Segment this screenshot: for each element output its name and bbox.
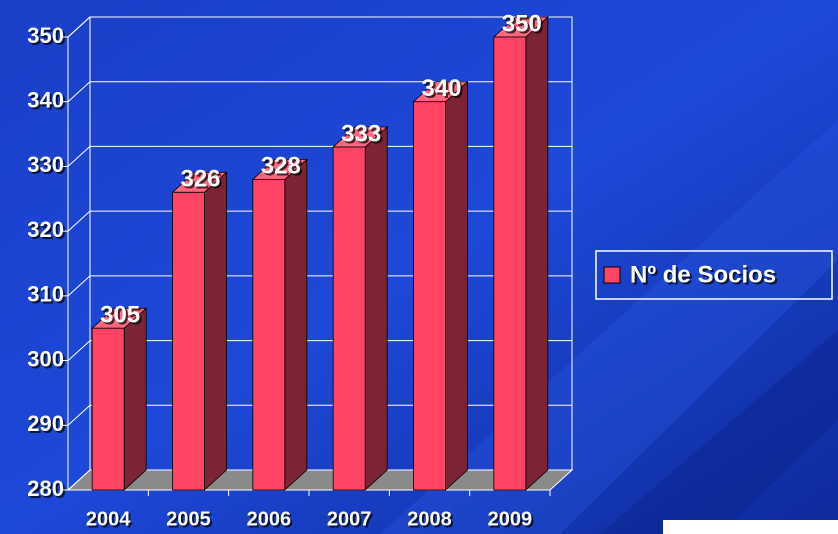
data-label: 340	[421, 75, 461, 102]
x-tick-label: 2008	[407, 508, 452, 530]
bar	[413, 101, 446, 491]
grid-line	[67, 146, 91, 167]
x-tick-label: 2009	[488, 508, 533, 530]
x-tick-label: 2004	[86, 508, 131, 530]
y-tick-label: 300	[27, 346, 64, 371]
bar-side	[284, 158, 308, 491]
bar	[252, 178, 286, 491]
y-tick-label: 280	[27, 476, 64, 501]
y-tick-label: 330	[27, 152, 64, 177]
bar	[91, 327, 125, 491]
bar-side	[525, 16, 549, 491]
blank-box	[663, 520, 838, 534]
legend-box	[595, 250, 833, 300]
grid-line	[67, 469, 91, 491]
grid-line	[67, 275, 91, 297]
x-tick-label: 2007	[327, 508, 372, 530]
grid-line	[67, 16, 91, 38]
y-tick-label: 320	[27, 217, 64, 242]
legend-label: Nº de Socios	[630, 261, 776, 288]
plot: 280 290 300 310 320 330 340 350 2004 2005 2006 2007…	[27, 10, 833, 530]
bar-side	[364, 126, 388, 491]
bar-side	[204, 171, 227, 491]
y-tick-label: 350	[27, 23, 64, 48]
bar	[493, 36, 527, 491]
y-tick-label: 340	[27, 88, 64, 113]
y-tick-label: 290	[27, 411, 64, 436]
grid-line	[67, 210, 91, 232]
data-label: 328	[261, 153, 301, 180]
data-label: 350	[502, 10, 542, 37]
data-label: 305	[100, 302, 140, 329]
background-streak	[600, 330, 838, 534]
grid-line	[67, 340, 91, 361]
x-tick-label: 2005	[166, 508, 211, 530]
bar-side	[123, 307, 147, 491]
data-label: 326	[180, 166, 220, 193]
grid-line	[67, 81, 91, 103]
bar	[172, 191, 205, 491]
x-tick-label: 2006	[247, 508, 292, 530]
y-tick-label: 310	[27, 282, 64, 307]
legend-swatch	[603, 266, 621, 284]
grid-line	[67, 404, 91, 426]
bar-side	[445, 80, 468, 491]
data-label: 333	[341, 120, 381, 147]
bar	[332, 146, 366, 491]
